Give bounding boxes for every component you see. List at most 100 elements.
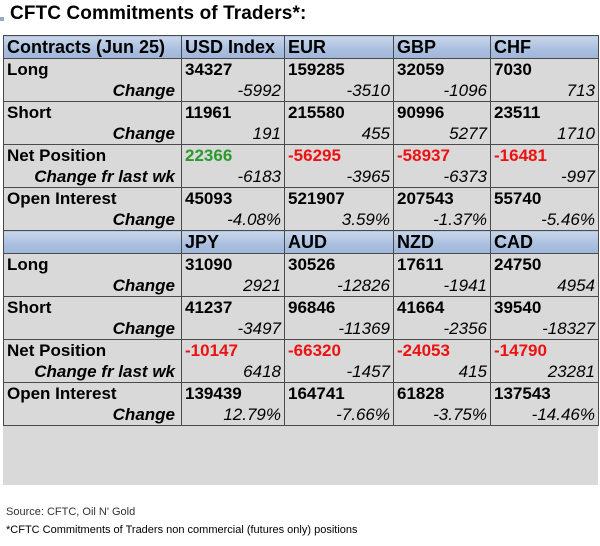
- short-change-row: Change 191 455 5277 1710: [3, 123, 599, 145]
- row-label: Net Position: [3, 339, 182, 361]
- net-value-cell: -56295: [284, 144, 394, 166]
- value-cell: 31090: [181, 253, 285, 275]
- open-interest-row: Open Interest 139439 164741 61828 137543: [3, 382, 599, 404]
- net-value-cell: -10147: [181, 339, 285, 361]
- header-cell: EUR: [284, 35, 394, 59]
- change-cell: -3965: [284, 166, 394, 188]
- value-cell: 7030: [490, 58, 599, 80]
- value-cell: 41237: [181, 296, 285, 318]
- value-cell: 139439: [181, 382, 285, 404]
- value-cell: 32059: [393, 58, 491, 80]
- net-value-cell: -24053: [393, 339, 491, 361]
- value-cell: 215580: [284, 101, 394, 123]
- row-label: Change fr last wk: [3, 361, 182, 383]
- change-cell: -3.75%: [393, 404, 491, 426]
- header-cell: [3, 230, 182, 254]
- value-cell: 41664: [393, 296, 491, 318]
- value-cell: 17611: [393, 253, 491, 275]
- row-label: Long: [3, 58, 182, 80]
- change-cell: -6373: [393, 166, 491, 188]
- change-cell: 12.79%: [181, 404, 285, 426]
- long-change-row: Change -5992 -3510 -1096 713: [3, 80, 599, 102]
- header-cell: Contracts (Jun 25): [3, 35, 182, 59]
- row-label: Net Position: [3, 144, 182, 166]
- value-cell: 90996: [393, 101, 491, 123]
- change-cell: -5992: [181, 80, 285, 102]
- value-cell: 164741: [284, 382, 394, 404]
- short-change-row: Change -3497 -11369 -2356 -18327: [3, 318, 599, 340]
- change-cell: 1710: [490, 123, 599, 145]
- row-label: Short: [3, 296, 182, 318]
- value-cell: 96846: [284, 296, 394, 318]
- row-label: Short: [3, 101, 182, 123]
- long-row: Long 31090 30526 17611 24750: [3, 253, 599, 275]
- short-row: Short 11961 215580 90996 23511: [3, 101, 599, 123]
- change-cell: -3510: [284, 80, 394, 102]
- change-cell: -1.37%: [393, 209, 491, 231]
- change-cell: -2356: [393, 318, 491, 340]
- row-label: Change: [3, 123, 182, 145]
- net-value-cell: -14790: [490, 339, 599, 361]
- header-cell: CAD: [490, 230, 599, 254]
- row-label: Change: [3, 318, 182, 340]
- corner-marker: [0, 17, 4, 21]
- change-cell: 4954: [490, 275, 599, 297]
- footnote: *CFTC Commitments of Traders non commerc…: [6, 524, 358, 536]
- change-cell: -997: [490, 166, 599, 188]
- row-label: Open Interest: [3, 187, 182, 209]
- cot-table: Contracts (Jun 25) USD Index EUR GBP CHF…: [3, 35, 599, 426]
- change-cell: -1941: [393, 275, 491, 297]
- page-title: CFTC Commitments of Traders*:: [10, 3, 307, 24]
- value-cell: 34327: [181, 58, 285, 80]
- value-cell: 24750: [490, 253, 599, 275]
- net-value-cell: -66320: [284, 339, 394, 361]
- value-cell: 55740: [490, 187, 599, 209]
- net-value-cell: 22366: [181, 144, 285, 166]
- value-cell: 207543: [393, 187, 491, 209]
- long-row: Long 34327 159285 32059 7030: [3, 58, 599, 80]
- cot-table-container: Contracts (Jun 25) USD Index EUR GBP CHF…: [3, 35, 599, 485]
- header-cell: NZD: [393, 230, 491, 254]
- row-label: Open Interest: [3, 382, 182, 404]
- change-cell: 3.59%: [284, 209, 394, 231]
- row-label: Change: [3, 80, 182, 102]
- row-label: Change: [3, 209, 182, 231]
- net-position-row: Net Position 22366 -56295 -58937 -16481: [3, 144, 599, 166]
- net-change-row: Change fr last wk 6418 -1457 415 23281: [3, 361, 599, 383]
- value-cell: 159285: [284, 58, 394, 80]
- value-cell: 30526: [284, 253, 394, 275]
- header-cell: AUD: [284, 230, 394, 254]
- header-row: JPY AUD NZD CAD: [3, 230, 599, 254]
- change-cell: -1457: [284, 361, 394, 383]
- change-cell: 415: [393, 361, 491, 383]
- row-label: Change: [3, 404, 182, 426]
- row-label: Long: [3, 253, 182, 275]
- net-position-row: Net Position -10147 -66320 -24053 -14790: [3, 339, 599, 361]
- open-interest-change-row: Change 12.79% -7.66% -3.75% -14.46%: [3, 404, 599, 426]
- change-cell: 713: [490, 80, 599, 102]
- value-cell: 11961: [181, 101, 285, 123]
- header-cell: JPY: [181, 230, 285, 254]
- header-cell: CHF: [490, 35, 599, 59]
- row-label: Change fr last wk: [3, 166, 182, 188]
- change-cell: 6418: [181, 361, 285, 383]
- value-cell: 39540: [490, 296, 599, 318]
- value-cell: 521907: [284, 187, 394, 209]
- header-row: Contracts (Jun 25) USD Index EUR GBP CHF: [3, 35, 599, 59]
- change-cell: -1096: [393, 80, 491, 102]
- short-row: Short 41237 96846 41664 39540: [3, 296, 599, 318]
- header-cell: USD Index: [181, 35, 285, 59]
- change-cell: 23281: [490, 361, 599, 383]
- net-change-row: Change fr last wk -6183 -3965 -6373 -997: [3, 166, 599, 188]
- change-cell: -18327: [490, 318, 599, 340]
- long-change-row: Change 2921 -12826 -1941 4954: [3, 275, 599, 297]
- value-cell: 23511: [490, 101, 599, 123]
- change-cell: -3497: [181, 318, 285, 340]
- change-cell: -5.46%: [490, 209, 599, 231]
- value-cell: 137543: [490, 382, 599, 404]
- change-cell: -7.66%: [284, 404, 394, 426]
- change-cell: 191: [181, 123, 285, 145]
- open-interest-row: Open Interest 45093 521907 207543 55740: [3, 187, 599, 209]
- header-cell: GBP: [393, 35, 491, 59]
- value-cell: 45093: [181, 187, 285, 209]
